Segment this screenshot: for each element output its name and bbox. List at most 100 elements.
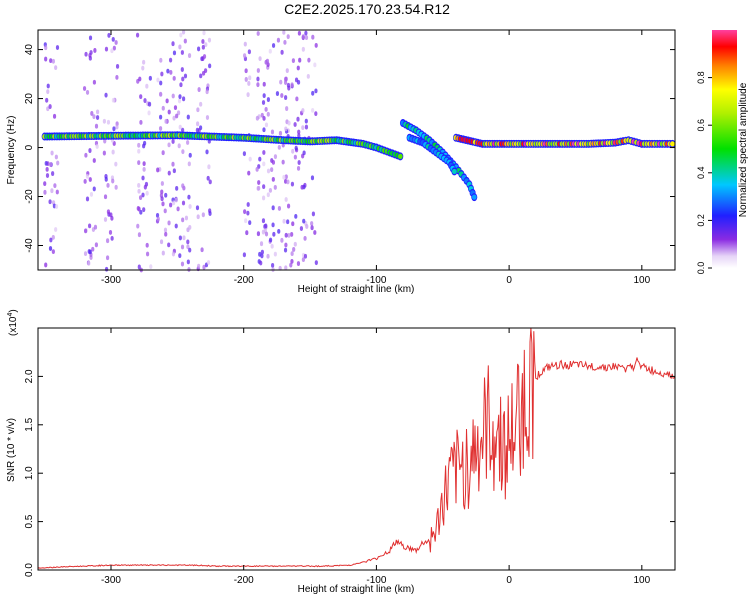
noise-speckle xyxy=(110,235,114,241)
noise-speckle xyxy=(271,43,276,48)
noise-speckle xyxy=(51,58,55,64)
noise-speckle xyxy=(43,189,47,195)
noise-speckle xyxy=(165,98,169,104)
svg-text:(x104): (x104) xyxy=(7,309,19,336)
noise-speckle xyxy=(186,239,190,245)
noise-speckle xyxy=(287,120,291,126)
spectrogram-y-tick-label: 20 xyxy=(24,93,35,105)
noise-speckle xyxy=(54,154,58,160)
noise-speckle xyxy=(177,143,181,149)
noise-speckle xyxy=(179,82,183,88)
snr-x-ticks: -300 -200 -100 0 100 xyxy=(101,328,651,586)
noise-speckle xyxy=(202,54,207,59)
noise-speckle xyxy=(311,90,315,96)
noise-speckle xyxy=(201,212,205,218)
noise-speckle xyxy=(266,253,270,259)
snr-x-tick-label: 0 xyxy=(506,575,512,586)
noise-speckle xyxy=(247,49,251,55)
noise-speckle xyxy=(141,192,145,198)
noise-speckle xyxy=(106,209,111,215)
noise-speckle xyxy=(264,223,268,229)
noise-speckle xyxy=(49,58,53,64)
noise-speckle xyxy=(183,38,187,44)
noise-speckle xyxy=(256,82,260,88)
noise-speckle xyxy=(310,175,315,181)
noise-speckle xyxy=(300,184,304,190)
noise-speckle xyxy=(145,190,149,196)
noise-speckle xyxy=(51,234,55,240)
spectrogram-x-ticks: -300 -200 -100 0 100 xyxy=(101,30,651,286)
noise-speckle xyxy=(45,97,49,103)
noise-speckle xyxy=(169,69,173,75)
noise-speckle xyxy=(297,129,301,135)
colorbar-tick-label: 0.0 xyxy=(696,262,706,275)
noise-speckle xyxy=(296,65,300,71)
noise-speckle xyxy=(175,185,179,191)
noise-speckle xyxy=(107,33,111,38)
noise-speckle xyxy=(282,174,286,180)
noise-speckle xyxy=(93,48,97,53)
noise-speckle xyxy=(284,242,288,248)
snr-x-tick-label: -200 xyxy=(234,575,254,586)
noise-speckle xyxy=(167,142,171,148)
noise-speckle xyxy=(247,81,251,86)
noise-speckle xyxy=(275,91,280,96)
noise-speckle xyxy=(302,150,306,156)
noise-speckle xyxy=(196,107,200,113)
noise-speckle xyxy=(161,201,165,207)
noise-speckle xyxy=(280,237,284,243)
noise-speckle xyxy=(264,231,269,237)
noise-speckle xyxy=(102,118,107,124)
noise-speckle xyxy=(184,215,189,221)
noise-speckle xyxy=(110,215,114,221)
noise-speckle xyxy=(278,130,283,136)
spectrogram-frame xyxy=(37,29,676,271)
noise-speckle xyxy=(207,164,211,170)
snr-y-ticks: 0.0 0.5 1.0 1.5 2.0 xyxy=(24,369,675,577)
noise-speckle xyxy=(284,76,288,82)
noise-speckle xyxy=(244,68,248,74)
noise-speckle xyxy=(88,177,92,182)
noise-speckle xyxy=(200,247,204,253)
noise-speckle xyxy=(266,97,271,102)
noise-speckle xyxy=(87,260,91,266)
noise-speckle xyxy=(180,244,185,250)
noise-speckle xyxy=(301,34,305,40)
noise-speckle xyxy=(137,182,141,188)
noise-speckle xyxy=(159,57,163,63)
noise-speckle xyxy=(262,93,266,99)
noise-speckle xyxy=(181,183,185,189)
noise-speckle xyxy=(304,35,309,41)
noise-speckle xyxy=(314,88,318,94)
noise-speckle xyxy=(243,209,247,215)
trace-point xyxy=(397,153,403,159)
spectrogram-x-tick-label: 100 xyxy=(633,275,650,286)
noise-speckle xyxy=(114,161,118,167)
noise-speckle xyxy=(271,159,276,165)
noise-speckle xyxy=(143,184,147,190)
noise-speckle xyxy=(286,82,291,88)
noise-speckle xyxy=(266,192,270,198)
spectrogram-marks xyxy=(41,29,676,273)
noise-speckle xyxy=(106,119,111,125)
noise-speckle xyxy=(283,80,288,85)
noise-speckle xyxy=(44,56,48,62)
snr-y-tick-label: 1.5 xyxy=(24,417,35,431)
noise-speckle xyxy=(169,202,173,208)
spectrogram-y-label: Frequency (Hz) xyxy=(6,116,17,185)
noise-speckle xyxy=(45,173,50,178)
noise-speckle xyxy=(46,83,50,89)
noise-speckle xyxy=(265,58,270,64)
noise-speckle xyxy=(195,127,200,133)
noise-speckle xyxy=(103,194,108,200)
noise-speckle xyxy=(264,122,269,128)
noise-speckle xyxy=(304,30,308,36)
noise-speckle xyxy=(163,208,167,214)
noise-speckle xyxy=(84,152,88,158)
noise-speckle xyxy=(273,251,277,257)
noise-speckle xyxy=(296,116,300,122)
noise-speckle xyxy=(293,241,297,247)
noise-speckle xyxy=(114,40,118,45)
noise-speckle xyxy=(158,126,163,131)
snr-frame xyxy=(37,327,676,571)
